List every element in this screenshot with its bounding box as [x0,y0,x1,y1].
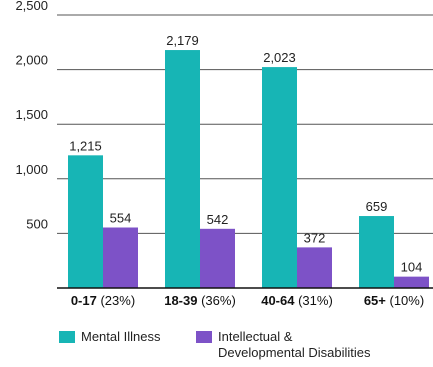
x-tick-label: 65+ (10%) [364,293,424,308]
bar-mental-illness-40-64 [262,67,297,288]
bar-mental-illness-0-17 [68,155,103,288]
x-tick-label: 18-39 (36%) [164,293,236,308]
y-tick-label: 1,500 [15,107,48,122]
bar-idd-65+ [394,276,429,288]
bars [68,50,429,289]
y-tick-label: 1,000 [15,162,48,177]
data-label: 554 [110,211,132,226]
x-axis-category-labels: 0-17 (23%) 18-39 (36%) 40-64 (31%) 65+ (10%… [71,293,424,308]
data-label: 2,023 [263,50,296,65]
data-label: 659 [366,199,388,214]
y-tick-label: 500 [26,216,48,231]
bar-mental-illness-65+ [359,216,394,288]
bar-mental-illness-18-39 [165,50,200,289]
data-label: 2,179 [166,33,199,48]
x-tick-label: 0-17 (23%) [71,293,135,308]
bar-idd-0-17 [103,227,138,288]
bar-idd-40-64 [297,247,332,288]
bar-idd-18-39 [200,228,235,288]
data-label: 1,215 [69,138,102,153]
data-label: 104 [401,260,423,275]
data-labels: 1,215 554 2,179 542 2,023 372 659 104 [69,33,422,275]
x-tick-label: 40-64 (31%) [261,293,333,308]
y-axis-tick-labels: 500 1,000 1,500 2,000 2,500 [15,0,48,231]
data-label: 542 [207,212,229,227]
y-tick-label: 2,000 [15,53,48,68]
y-tick-label: 2,500 [15,0,48,13]
data-label: 372 [304,230,326,245]
